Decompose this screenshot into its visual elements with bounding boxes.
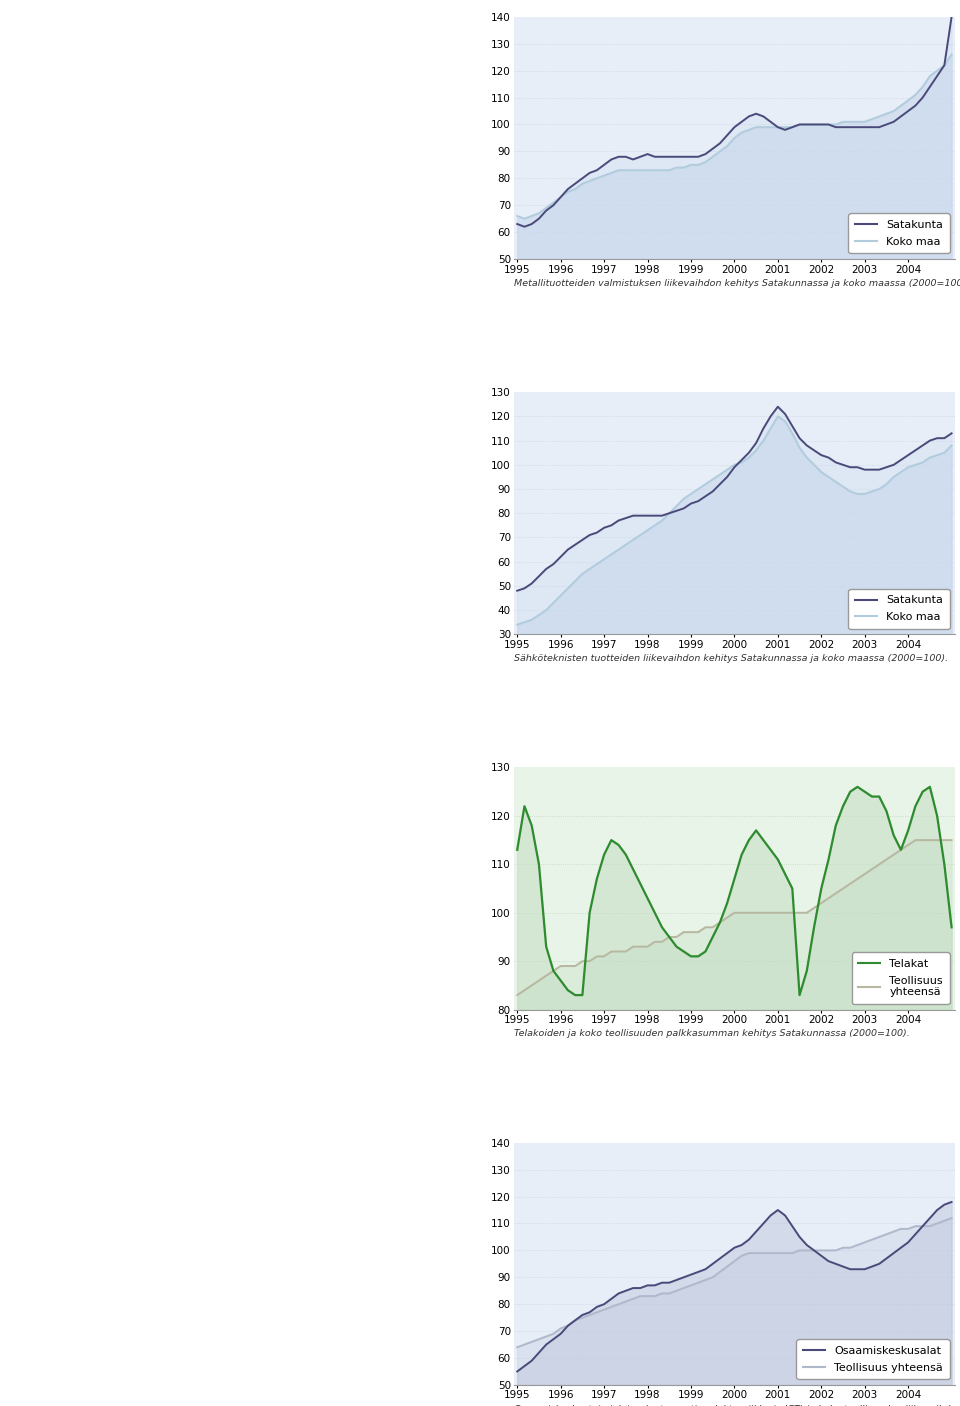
X-axis label: Metallituotteiden valmistuksen liikevaihdon kehitys Satakunnassa ja koko maassa : Metallituotteiden valmistuksen liikevaih… [514, 278, 960, 288]
Legend: Osaamiskeskusalat, Teollisuus yhteensä: Osaamiskeskusalat, Teollisuus yhteensä [797, 1340, 949, 1379]
Legend: Satakunta, Koko maa: Satakunta, Koko maa [849, 214, 949, 253]
Legend: Satakunta, Koko maa: Satakunta, Koko maa [849, 589, 949, 628]
Legend: Telakat, Teollisuus
yhteensä: Telakat, Teollisuus yhteensä [852, 952, 949, 1004]
X-axis label: Sähköteknisten tuotteiden liikevaihdon kehitys Satakunnassa ja koko maassa (2000: Sähköteknisten tuotteiden liikevaihdon k… [514, 654, 948, 664]
X-axis label: Telakoiden ja koko teollisuuden palkkasumman kehitys Satakunnassa (2000=100).: Telakoiden ja koko teollisuuden palkkasu… [514, 1029, 909, 1038]
